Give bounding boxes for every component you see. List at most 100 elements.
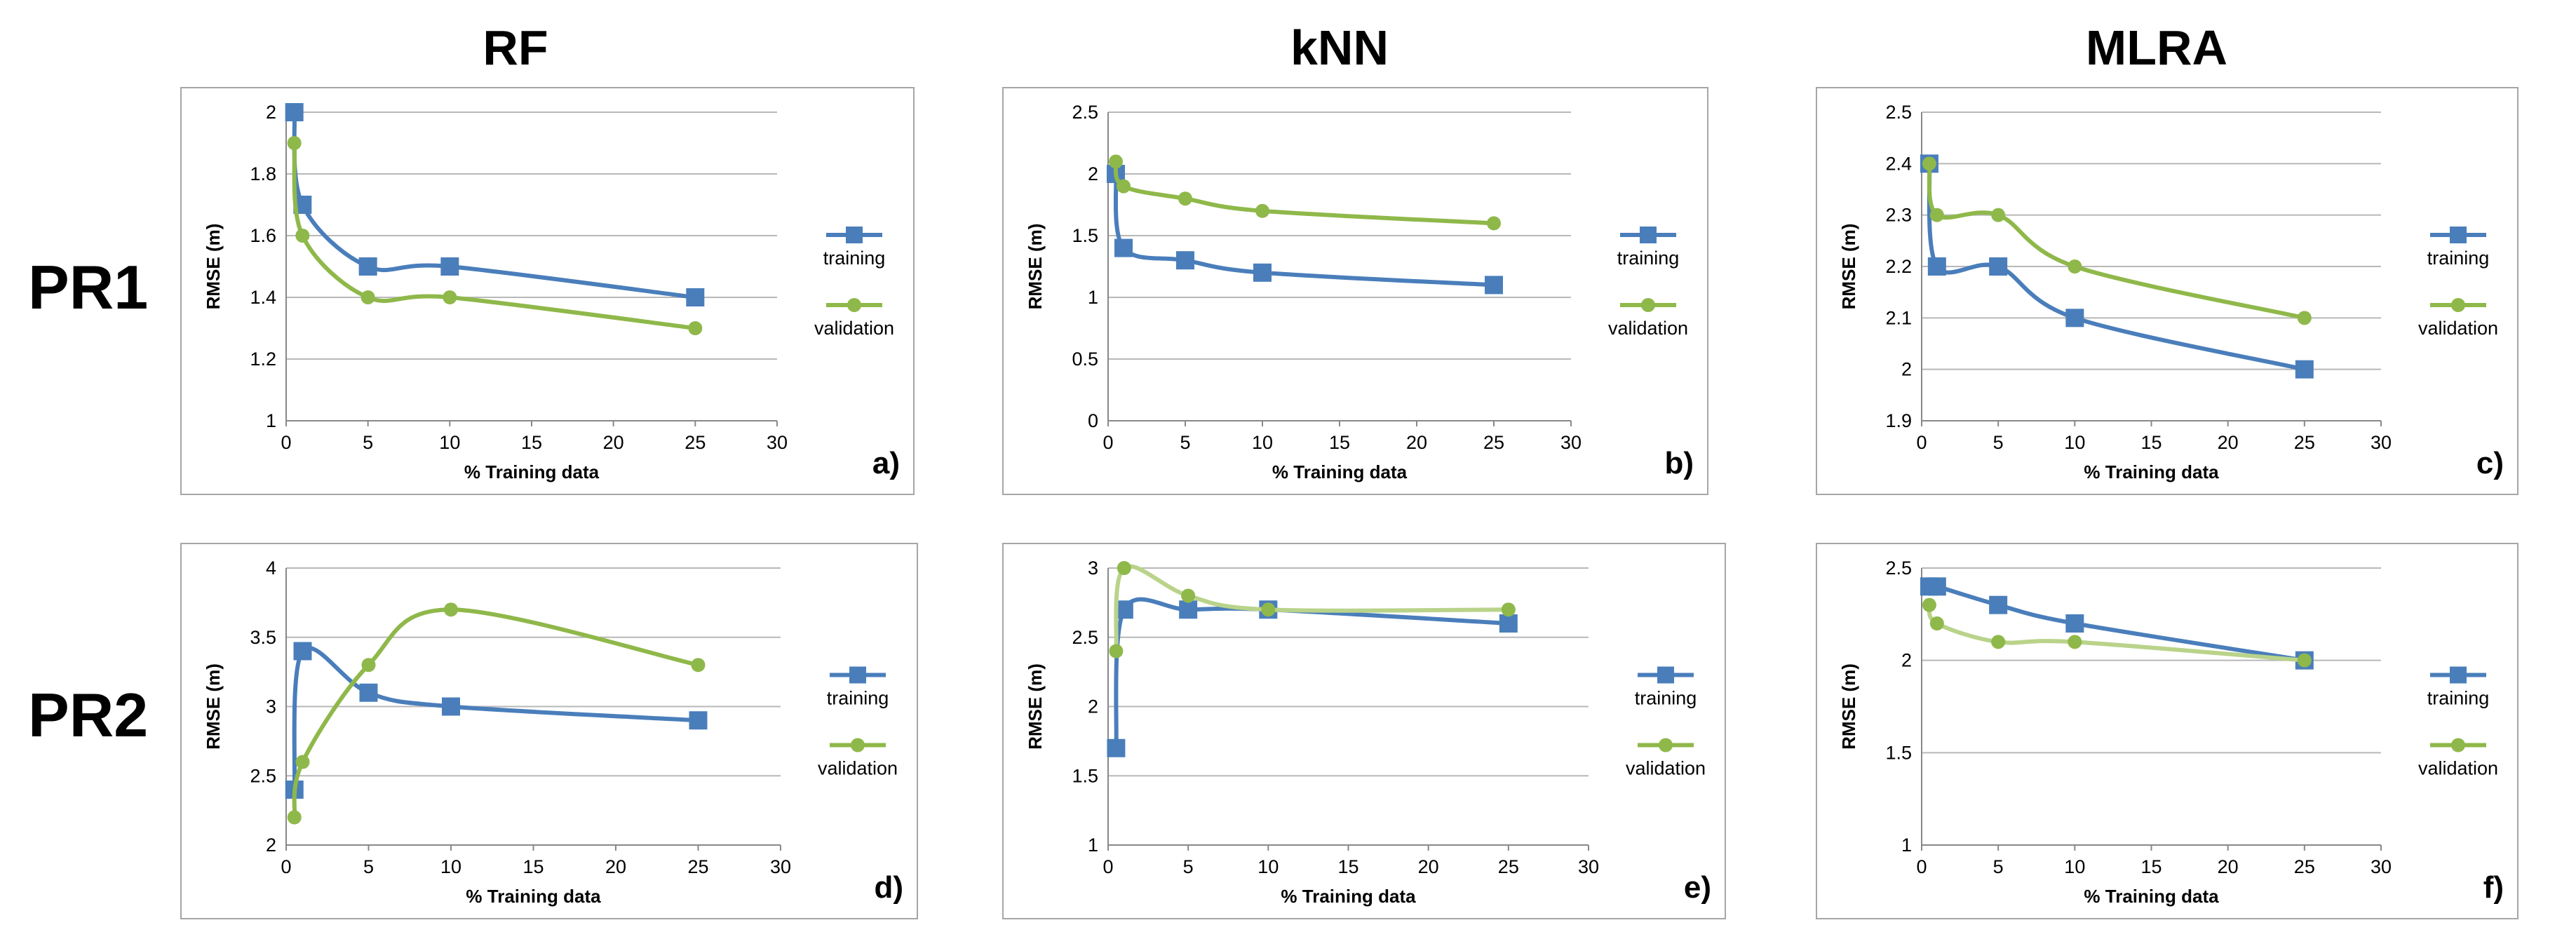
y-tick-label: 2.5	[1072, 102, 1098, 123]
column-header-knn: kNN	[1290, 20, 1389, 75]
panel-label: c)	[2476, 446, 2504, 480]
x-tick-label: 25	[687, 856, 708, 877]
x-tick-label: 5	[1993, 856, 2004, 877]
panel-label: b)	[1664, 446, 1694, 480]
data-point-validation	[2068, 259, 2082, 273]
x-axis-label: % Training data	[1281, 886, 1416, 907]
data-point-validation	[691, 658, 706, 673]
data-point-validation	[1922, 597, 1936, 612]
data-point-training	[1253, 263, 1272, 282]
chart-frame	[1002, 87, 1708, 495]
data-point-validation	[295, 755, 310, 769]
x-tick-label: 0	[281, 432, 291, 453]
legend-marker-validation	[847, 298, 861, 312]
data-point-validation	[1181, 588, 1196, 603]
legend-label-validation: validation	[818, 758, 898, 779]
data-point-validation	[444, 602, 458, 617]
y-tick-label: 2.3	[1885, 205, 1912, 226]
x-tick-label: 25	[685, 432, 706, 453]
data-point-validation	[1501, 602, 1516, 617]
legend-label-training: training	[1635, 688, 1697, 709]
y-tick-label: 3.5	[250, 627, 276, 648]
x-tick-label: 5	[1180, 432, 1190, 453]
y-tick-label: 2.1	[1885, 307, 1912, 328]
chart-panel-e: 11.522.530 5 10 15 20 25 30% Training dataRMSE…	[1002, 543, 1726, 919]
x-tick-label: 10	[2064, 432, 2085, 453]
data-point-validation	[361, 658, 376, 673]
data-point-validation	[1178, 191, 1192, 206]
data-point-validation	[1255, 203, 1269, 218]
data-point-validation	[287, 136, 302, 150]
chart-frame	[180, 87, 915, 495]
x-tick-label: 20	[1418, 856, 1439, 877]
y-tick-label: 2.2	[1885, 256, 1912, 277]
data-point-validation	[1922, 156, 1936, 171]
x-tick-label: 15	[1337, 856, 1358, 877]
series-line-training	[1927, 163, 2305, 372]
series-line-validation	[292, 142, 696, 330]
x-tick-label: 5	[1993, 432, 2004, 453]
y-tick-label: 2	[1901, 650, 1912, 671]
chart-panels: 11.21.41.61.820 5 10 15 20 25 30% Training dat…	[180, 87, 2518, 919]
data-point-validation	[1117, 561, 1131, 575]
y-tick-label: 1.5	[1885, 742, 1912, 763]
data-point-training	[1485, 276, 1503, 295]
data-point-validation	[2297, 653, 2312, 668]
data-point-training	[1989, 257, 2008, 276]
chart-panel-c: 1.9 2 2.1 2.2 2.3 2.4 2.5 0 5 10 15 20 25 30 % Trainin…	[1816, 87, 2518, 495]
y-tick-label: 1.8	[250, 163, 276, 184]
legend-marker-validation	[2451, 298, 2465, 312]
x-tick-label: 25	[2294, 856, 2315, 877]
data-point-training	[1499, 614, 1518, 633]
data-point-training	[2065, 309, 2084, 327]
x-tick-label: 20	[603, 432, 624, 453]
y-axis-label: RMSE (m)	[1025, 663, 1046, 750]
legend-marker-validation	[2451, 738, 2465, 752]
x-axis-label: % Training data	[2084, 886, 2219, 907]
series-line-validation	[1114, 564, 1509, 651]
row-header-pr2: PR2	[28, 680, 148, 750]
y-tick-label: 0	[1088, 410, 1098, 431]
x-tick-label: 20	[2218, 432, 2239, 453]
x-tick-label: 25	[2294, 432, 2315, 453]
x-tick-label: 0	[1102, 432, 1113, 453]
legend-label-validation: validation	[1626, 758, 1706, 779]
x-axis-label: % Training data	[466, 886, 601, 907]
x-tick-label: 15	[521, 432, 542, 453]
data-point-validation	[688, 321, 703, 335]
data-point-training	[1927, 257, 1946, 276]
y-tick-label: 2.4	[1885, 153, 1912, 174]
data-point-training	[293, 642, 312, 661]
legend-marker-validation	[1641, 298, 1655, 312]
x-tick-label: 30	[2371, 432, 2392, 453]
data-point-validation	[443, 290, 457, 304]
legend-marker-validation	[1659, 738, 1673, 752]
data-point-validation	[295, 229, 310, 243]
x-tick-label: 0	[1916, 432, 1927, 453]
x-tick-label: 25	[1498, 856, 1519, 877]
panel-label: a)	[872, 446, 900, 480]
y-tick-label: 2.5	[1072, 627, 1098, 648]
data-point-validation	[2297, 311, 2312, 325]
x-tick-label: 30	[1578, 856, 1599, 877]
y-tick-label: 0.5	[1072, 349, 1098, 370]
chart-panel-b: 0 0.5 1 1.5 2 2.5 0 5 10 15 20 25 30 % Training data R…	[1002, 87, 1708, 495]
legend-label-training: training	[823, 248, 886, 269]
y-tick-label: 1.5	[1072, 225, 1098, 246]
x-tick-label: 30	[1560, 432, 1582, 453]
x-tick-label: 10	[2064, 856, 2085, 877]
y-tick-label: 2	[1088, 696, 1098, 717]
data-point-training	[1114, 238, 1133, 257]
x-tick-label: 20	[1406, 432, 1427, 453]
data-point-validation	[1929, 616, 1944, 630]
y-tick-label: 1.4	[250, 287, 276, 308]
x-tick-label: 15	[2140, 856, 2162, 877]
data-point-training	[1179, 600, 1198, 619]
data-point-validation	[2068, 635, 2082, 649]
x-tick-label: 15	[2140, 432, 2162, 453]
legend-label-training: training	[827, 688, 889, 709]
y-tick-label: 2	[266, 102, 276, 123]
y-tick-label: 1	[1088, 287, 1098, 308]
x-tick-label: 0	[1102, 856, 1113, 877]
